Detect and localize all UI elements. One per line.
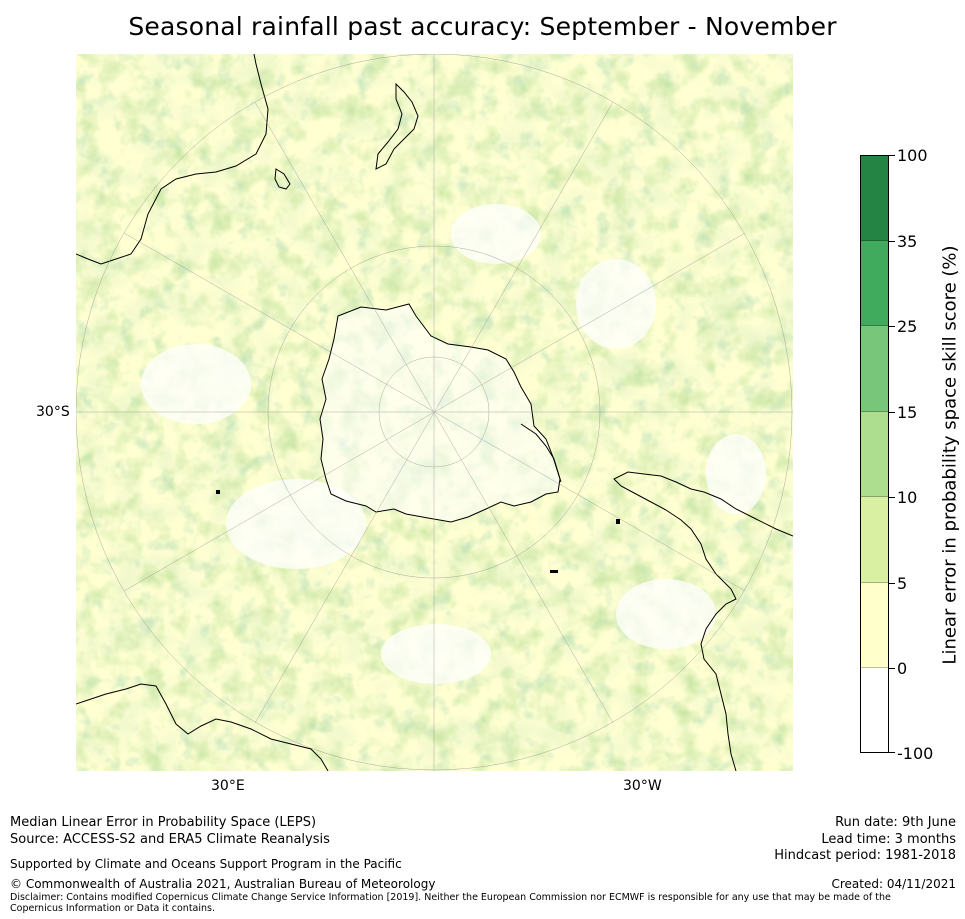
antarctica-landmass bbox=[319, 303, 561, 523]
colorbar-tick bbox=[889, 326, 895, 327]
latitude-label: 30°S bbox=[36, 404, 70, 420]
colorbar bbox=[860, 155, 889, 753]
colorbar-segment bbox=[860, 668, 889, 753]
footer-copyright: © Commonwealth of Australia 2021, Austra… bbox=[10, 877, 436, 891]
south-america-coast bbox=[613, 471, 793, 771]
no-skill-areas bbox=[141, 204, 766, 684]
chart-title: Seasonal rainfall past accuracy: Septemb… bbox=[128, 12, 837, 41]
footer-created: Created: 04/11/2021 bbox=[831, 877, 956, 891]
footer-source: Source: ACCESS-S2 and ERA5 Climate Reana… bbox=[10, 832, 330, 847]
colorbar-segment bbox=[860, 497, 889, 583]
antarctic-peninsula bbox=[520, 423, 562, 483]
tasmania-coast bbox=[274, 168, 291, 190]
africa-coast bbox=[76, 683, 329, 771]
colorbar-tick bbox=[889, 583, 895, 584]
colorbar-tick bbox=[889, 412, 895, 413]
footer-hindcast: Hindcast period: 1981-2018 bbox=[774, 848, 956, 863]
new-zealand-coast bbox=[375, 82, 419, 170]
colorbar-tick bbox=[889, 155, 895, 156]
footer-disclaimer: Disclaimer: Contains modified Copernicus… bbox=[10, 892, 891, 914]
australia-coast bbox=[76, 54, 269, 265]
footer-leps: Median Linear Error in Probability Space… bbox=[10, 815, 317, 830]
island-marker bbox=[216, 490, 220, 494]
colorbar-tick bbox=[889, 752, 895, 753]
colorbar-label: Linear error in probability space skill … bbox=[939, 245, 961, 665]
island-marker bbox=[550, 570, 558, 573]
colorbar-tick bbox=[889, 497, 895, 498]
colorbar-tick bbox=[889, 241, 895, 242]
longitude-label-30e: 30°E bbox=[211, 778, 245, 794]
footer-support: Supported by Climate and Oceans Support … bbox=[10, 857, 402, 871]
colorbar-segment bbox=[860, 412, 889, 497]
longitude-label-30w: 30°W bbox=[623, 778, 662, 794]
colorbar-tick-label: 10 bbox=[897, 488, 918, 507]
colorbar-tick-label: 15 bbox=[897, 403, 918, 422]
colorbar-tick-label: 5 bbox=[897, 574, 908, 593]
footer-run-date: Run date: 9th June bbox=[835, 815, 956, 830]
map-canvas bbox=[76, 54, 793, 771]
colorbar-tick bbox=[889, 668, 895, 669]
colorbar-tick-label: -100 bbox=[897, 744, 934, 763]
colorbar-tick-label: 100 bbox=[897, 146, 928, 165]
colorbar-segment bbox=[860, 241, 889, 326]
colorbar-tick-label: 25 bbox=[897, 317, 918, 336]
polar-map bbox=[76, 54, 793, 771]
colorbar-segment bbox=[860, 326, 889, 412]
island-marker bbox=[616, 519, 620, 524]
colorbar-tick-label: 0 bbox=[897, 659, 908, 678]
colorbar-segment bbox=[860, 155, 889, 241]
footer-lead-time: Lead time: 3 months bbox=[821, 832, 956, 847]
graticule bbox=[76, 54, 793, 771]
colorbar-tick-label: 35 bbox=[897, 232, 918, 251]
colorbar-segment bbox=[860, 583, 889, 668]
